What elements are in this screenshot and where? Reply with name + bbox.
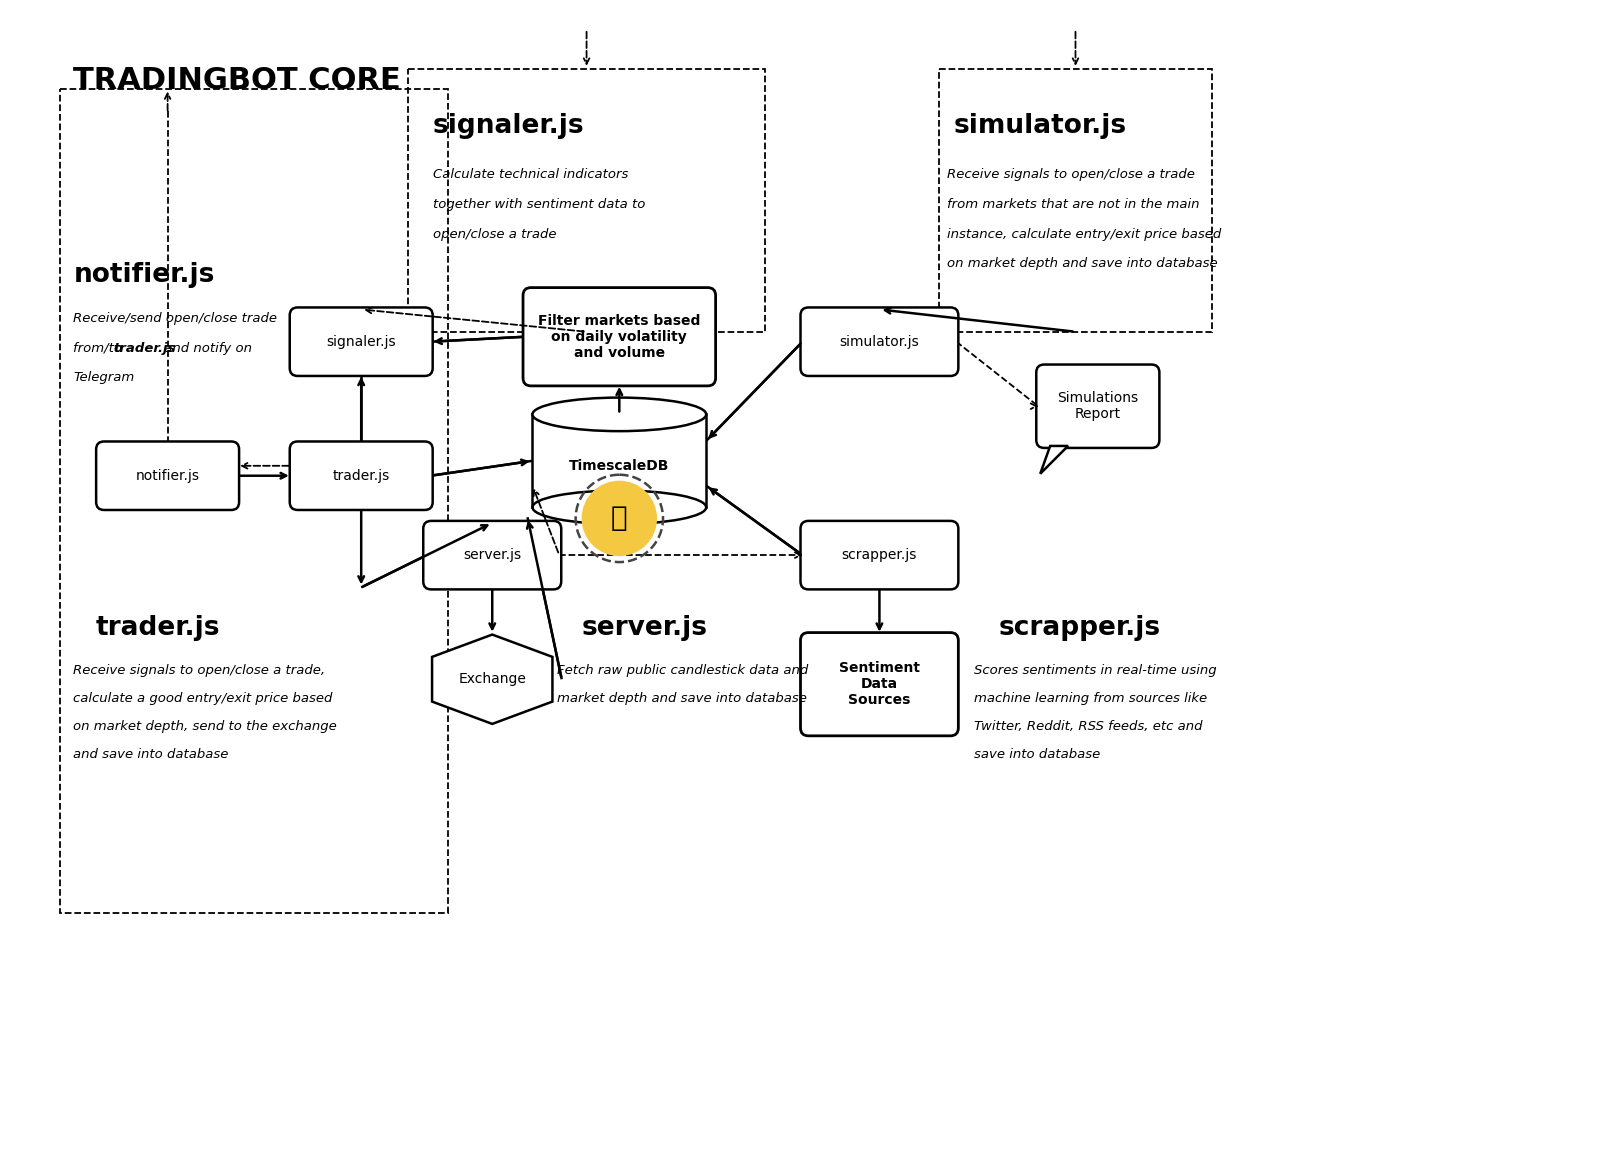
Ellipse shape xyxy=(533,398,706,431)
Text: Filter markets based
on daily volatility
and volume: Filter markets based on daily volatility… xyxy=(538,314,701,360)
Text: 🐯: 🐯 xyxy=(611,505,627,532)
Text: notifier.js: notifier.js xyxy=(74,262,214,289)
Text: together with sentiment data to: together with sentiment data to xyxy=(432,198,645,210)
Text: Simulations
Report: Simulations Report xyxy=(1058,391,1138,421)
Text: server.js: server.js xyxy=(462,549,522,562)
Text: scrapper.js: scrapper.js xyxy=(998,615,1160,641)
Text: Exchange: Exchange xyxy=(458,673,526,687)
Text: Receive signals to open/close a trade,: Receive signals to open/close a trade, xyxy=(74,665,325,677)
Bar xyxy=(533,414,706,507)
Text: scrapper.js: scrapper.js xyxy=(842,549,917,562)
Circle shape xyxy=(581,481,658,557)
Text: from/to: from/to xyxy=(74,342,126,354)
Text: and save into database: and save into database xyxy=(74,748,229,761)
Text: instance, calculate entry/exit price based: instance, calculate entry/exit price bas… xyxy=(947,228,1221,240)
Text: Sentiment
Data
Sources: Sentiment Data Sources xyxy=(838,661,920,707)
Text: market depth and save into database: market depth and save into database xyxy=(557,692,806,705)
Text: TRADINGBOT CORE: TRADINGBOT CORE xyxy=(74,66,402,94)
Text: Receive/send open/close trade: Receive/send open/close trade xyxy=(74,312,277,325)
Text: calculate a good entry/exit price based: calculate a good entry/exit price based xyxy=(74,692,333,705)
Text: Calculate technical indicators: Calculate technical indicators xyxy=(432,168,629,181)
Text: simulator.js: simulator.js xyxy=(954,114,1126,139)
Text: trader.js: trader.js xyxy=(94,615,219,641)
Text: signaler.js: signaler.js xyxy=(326,335,397,348)
Text: signaler.js: signaler.js xyxy=(432,114,584,139)
FancyBboxPatch shape xyxy=(1037,365,1160,448)
Text: trader.js: trader.js xyxy=(333,469,390,483)
Text: notifier.js: notifier.js xyxy=(136,469,200,483)
Ellipse shape xyxy=(533,491,706,524)
Text: trader.js: trader.js xyxy=(114,342,176,354)
Text: Receive signals to open/close a trade: Receive signals to open/close a trade xyxy=(947,168,1195,181)
FancyBboxPatch shape xyxy=(290,442,432,509)
Text: Telegram: Telegram xyxy=(74,371,134,384)
Text: Fetch raw public candlestick data and: Fetch raw public candlestick data and xyxy=(557,665,808,677)
Bar xyxy=(61,89,448,913)
Text: machine learning from sources like: machine learning from sources like xyxy=(974,692,1206,705)
Text: open/close a trade: open/close a trade xyxy=(432,228,557,240)
Text: on market depth and save into database: on market depth and save into database xyxy=(947,258,1218,270)
Text: on market depth, send to the exchange: on market depth, send to the exchange xyxy=(74,720,338,733)
Text: server.js: server.js xyxy=(581,615,707,641)
FancyBboxPatch shape xyxy=(800,307,958,376)
Text: Scores sentiments in real-time using: Scores sentiments in real-time using xyxy=(974,665,1216,677)
FancyBboxPatch shape xyxy=(290,307,432,376)
Polygon shape xyxy=(1040,446,1069,474)
Text: and notify on: and notify on xyxy=(160,342,251,354)
FancyBboxPatch shape xyxy=(424,521,562,590)
Text: TimescaleDB: TimescaleDB xyxy=(570,459,669,473)
Text: Twitter, Reddit, RSS feeds, etc and: Twitter, Reddit, RSS feeds, etc and xyxy=(974,720,1202,733)
Text: save into database: save into database xyxy=(974,748,1099,761)
FancyBboxPatch shape xyxy=(523,288,715,386)
Text: from markets that are not in the main: from markets that are not in the main xyxy=(947,198,1200,210)
Bar xyxy=(408,69,765,332)
Bar xyxy=(939,69,1211,332)
Text: simulator.js: simulator.js xyxy=(840,335,920,348)
FancyBboxPatch shape xyxy=(800,521,958,590)
Polygon shape xyxy=(432,635,552,723)
FancyBboxPatch shape xyxy=(800,632,958,736)
FancyBboxPatch shape xyxy=(96,442,238,509)
